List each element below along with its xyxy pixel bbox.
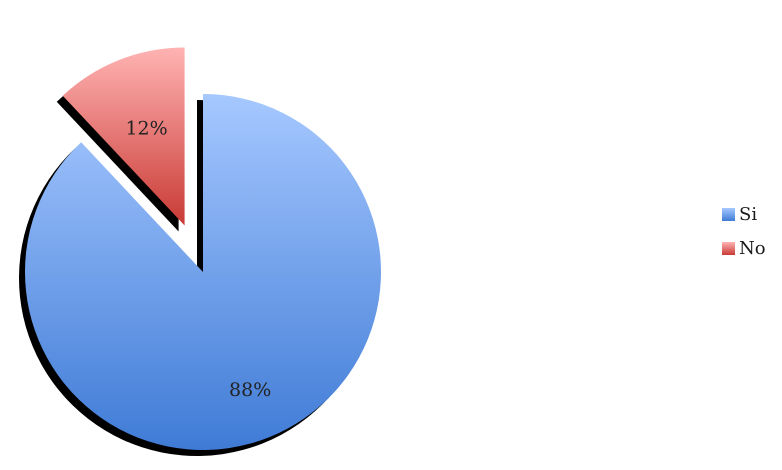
data-labels: 88% 12%: [125, 118, 271, 402]
slice-no: [62, 47, 185, 226]
legend-item-no: No: [722, 231, 766, 265]
data-label-no: 12%: [125, 118, 167, 140]
pie-chart: 88% 12%: [19, 47, 381, 457]
pie-slices: [25, 47, 381, 451]
slice-si: [25, 94, 381, 451]
legend-label-no: No: [739, 237, 766, 259]
legend-item-si: Si: [722, 197, 766, 231]
data-label-si: 88%: [229, 379, 271, 401]
chart-legend: Si No: [722, 197, 766, 265]
legend-swatch-si: [722, 207, 735, 221]
legend-label-si: Si: [739, 203, 758, 225]
legend-swatch-no: [722, 241, 735, 255]
